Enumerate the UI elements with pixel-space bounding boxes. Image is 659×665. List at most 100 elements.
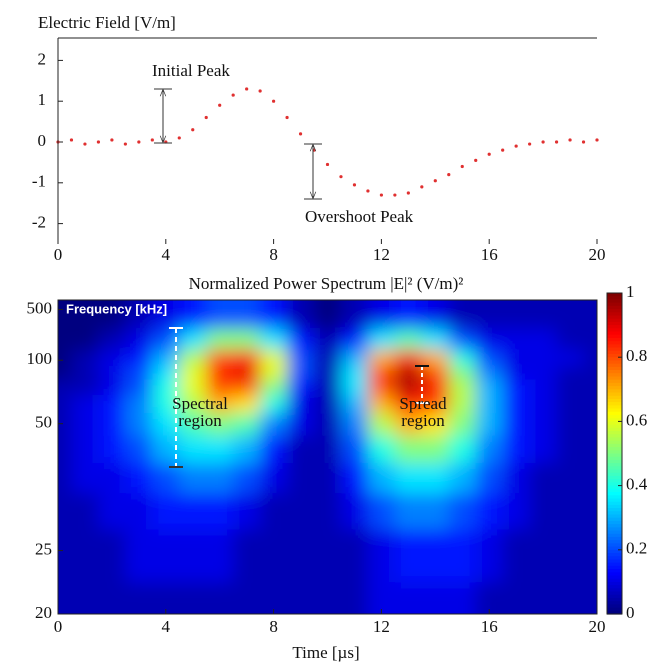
colorbar-segment: [607, 556, 622, 561]
colorbar-segment: [607, 607, 622, 612]
heatmap-cell: [179, 379, 207, 396]
heatmap-cell: [152, 395, 180, 414]
colorbar-segment: [607, 337, 622, 342]
colorbar-segment: [607, 405, 622, 410]
y-tick-label: 1: [38, 90, 47, 109]
heatmap-cell: [58, 462, 72, 494]
heatmap-cell: [233, 462, 261, 494]
heatmap-cell: [287, 582, 315, 614]
heatmap-cell: [421, 582, 450, 614]
heatmap-cell: [260, 529, 288, 583]
heatmap-cell: [314, 582, 342, 614]
data-point: [285, 115, 289, 120]
heatmap-cell: [448, 379, 477, 396]
heatmap-cell: [260, 349, 288, 367]
heatmap-cell: [233, 300, 261, 330]
heatmap-cell: [502, 365, 531, 380]
heatmap-cell: [233, 529, 261, 583]
heatmap-cell: [152, 365, 180, 380]
heatmap-cell: [125, 462, 153, 494]
heatmap-cell: [475, 435, 504, 464]
heatmap-cell: [152, 349, 180, 367]
heatmap-cell: [448, 328, 477, 351]
heatmap-cell: [556, 413, 585, 437]
data-point: [406, 191, 410, 195]
heatmap-cell: [421, 493, 450, 530]
heatmap-cell: [529, 300, 558, 330]
colorbar-segment: [607, 382, 622, 387]
heatmap-cell: [98, 529, 126, 583]
heatmap-cell: [179, 529, 207, 583]
data-point: [474, 158, 478, 162]
heatmap-cell: [233, 435, 261, 464]
heatmap-cell: [179, 435, 207, 464]
heatmap-cell: [314, 328, 342, 351]
heatmap-cell: [152, 529, 180, 583]
heatmap-cell: [71, 349, 99, 367]
annotation: Initial Peak: [152, 61, 230, 80]
x-tick-label: 0: [54, 617, 63, 636]
heatmap-cell: [367, 529, 396, 583]
heatmap-cell: [233, 582, 261, 614]
heatmap-cell: [475, 365, 504, 380]
heatmap-cell: [314, 413, 342, 437]
heatmap-cell: [125, 300, 153, 330]
colorbar-segment: [607, 540, 622, 544]
heatmap-cell: [394, 529, 423, 583]
heatmap-cell: [58, 413, 72, 437]
heatmap-cell: [448, 582, 477, 614]
colorbar-segment: [607, 479, 622, 483]
heatmap-cell: [206, 328, 234, 351]
heatmap-cell: [421, 395, 450, 414]
heatmap-cell: [206, 349, 234, 367]
data-point: [581, 140, 586, 144]
heatmap-cell: [394, 328, 423, 351]
heatmap-cell: [233, 379, 261, 396]
heatmap-cell: [125, 493, 153, 530]
heatmap-cell: [529, 529, 558, 583]
heatmap-cell: [448, 413, 477, 437]
heatmap-cell: [556, 493, 585, 530]
y-tick-label: 100: [27, 349, 53, 368]
heatmap-cell: [502, 328, 531, 351]
heatmap-cell: [394, 349, 423, 367]
heatmap-cell: [448, 365, 477, 380]
data-point: [568, 138, 572, 142]
colorbar-segment: [607, 594, 622, 599]
data-point: [366, 189, 370, 193]
colorbar-segment: [607, 411, 622, 416]
colorbar-segment: [607, 504, 622, 509]
heatmap-cell: [179, 395, 207, 414]
heatmap-cell: [475, 493, 504, 530]
data-point: [177, 136, 181, 140]
heatmap-cell: [98, 379, 126, 396]
heatmap-cell: [71, 462, 99, 494]
x-tick-label: 16: [481, 245, 498, 264]
heatmap-cell: [125, 529, 153, 583]
heatmap-cell: [502, 300, 531, 330]
colorbar-segment: [607, 357, 622, 362]
colorbar-segment: [607, 597, 622, 602]
heatmap-cell: [314, 300, 342, 330]
heatmap-cell: [340, 582, 369, 614]
colorbar-segment: [607, 469, 622, 474]
heatmap-cell: [475, 582, 504, 614]
heatmap-cell: [260, 493, 288, 530]
colorbar-tick-label: 0: [626, 603, 635, 622]
heatmap-cell: [98, 300, 126, 330]
colorbar-segment: [607, 318, 622, 323]
heatmap-cell: [583, 349, 597, 367]
heatmap-cell: [58, 349, 72, 367]
heatmap-cell: [179, 582, 207, 614]
data-point: [447, 173, 451, 177]
y-tick-label: 20: [35, 603, 52, 622]
heatmap-cell: [583, 462, 597, 494]
colorbar-segment: [607, 376, 622, 381]
colorbar-segment: [607, 302, 622, 307]
colorbar-segment: [607, 581, 622, 586]
heatmap-cell: [260, 462, 288, 494]
colorbar-segment: [607, 610, 622, 615]
colorbar-segment: [607, 485, 622, 490]
heatmap-cell: [260, 379, 288, 396]
colorbar-segment: [607, 517, 622, 522]
